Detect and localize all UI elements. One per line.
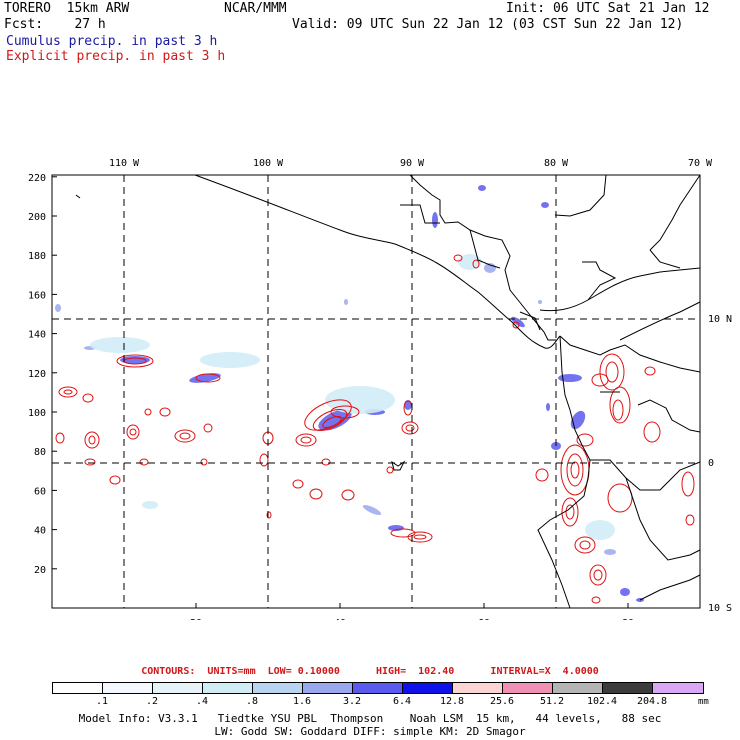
legend-label: 25.6 <box>489 696 515 707</box>
explicit-precip-contours <box>55 254 695 604</box>
lon-label-110w: 110 W <box>109 158 140 169</box>
legend-label: .4 <box>195 696 209 707</box>
legend-label: 51.2 <box>539 696 565 707</box>
y-tick-label: 180 <box>28 251 46 262</box>
contour-interval: INTERVAL=X 4.0000 <box>490 666 599 677</box>
legend-swatch <box>303 683 353 693</box>
y-tick-label: 80 <box>34 447 46 458</box>
legend-label: 204.8 <box>636 696 668 707</box>
y-tick-label: 60 <box>34 486 46 497</box>
legend-swatch <box>103 683 153 693</box>
y-tick-label: 160 <box>28 290 46 301</box>
model-info-line1: Model Info: V3.3.1 Tiedtke YSU PBL Thomp… <box>78 712 662 725</box>
legend-swatch <box>453 683 503 693</box>
legend-swatch <box>603 683 653 693</box>
model-info-line2: LW: Godd SW: Goddard DIFF: simple KM: 2D… <box>214 725 526 738</box>
precip-color-legend <box>52 682 704 694</box>
x-tick-label: 80 <box>622 618 634 620</box>
cumulus-precip-areas <box>55 185 644 602</box>
contour-info: CONTOURS: UNITS=mm LOW= 0.10000 HIGH= 10… <box>0 666 740 677</box>
legend-swatch <box>253 683 303 693</box>
contour-low: LOW= 0.10000 <box>267 666 340 677</box>
y-tick-label: 120 <box>28 369 46 380</box>
lon-label-90w: 90 W <box>400 158 425 169</box>
graticule <box>52 175 700 608</box>
legend-swatch <box>53 683 103 693</box>
y-tick-label: 100 <box>28 408 46 419</box>
field-explicit-label: Explicit precip. in past 3 h <box>6 49 226 64</box>
legend-label: .2 <box>145 696 159 707</box>
legend-swatch <box>653 683 703 693</box>
lat-label-10s: 10 S <box>708 603 732 614</box>
y-tick-label: 20 <box>34 565 46 576</box>
contour-units: UNITS=mm <box>207 666 256 677</box>
y-tick-label: 40 <box>34 526 46 537</box>
y-tick-label: 140 <box>28 330 46 341</box>
legend-label: 1.6 <box>292 696 312 707</box>
forecast-hour: Fcst: 27 h <box>4 17 106 32</box>
legend-swatch <box>203 683 253 693</box>
valid-time: Valid: 09 UTC Sun 22 Jan 12 (03 CST Sun … <box>292 17 684 32</box>
contour-prefix: CONTOURS: <box>141 666 196 677</box>
y-tick-label: 200 <box>28 212 46 223</box>
legend-swatch <box>153 683 203 693</box>
init-time: Init: 06 UTC Sat 21 Jan 12 <box>506 1 710 16</box>
lat-label-0: 0 <box>708 458 714 469</box>
precip-map: 110 W 100 W 90 W 80 W 70 W 10 N 0 10 S 2… <box>28 158 732 620</box>
lon-label-80w: 80 W <box>544 158 569 169</box>
center-label: NCAR/MMM <box>224 1 287 16</box>
contour-high: HIGH= 102.40 <box>376 666 455 677</box>
legend-unit: mm <box>698 697 709 707</box>
x-tick-label: 20 <box>190 618 202 620</box>
lon-label-70w: 70 W <box>688 158 713 169</box>
legend-swatch <box>353 683 403 693</box>
lat-label-10n: 10 N <box>708 314 732 325</box>
y-tick-label: 220 <box>28 173 46 184</box>
legend-swatch <box>553 683 603 693</box>
legend-label: 6.4 <box>392 696 412 707</box>
light-precip-areas <box>90 254 615 540</box>
field-cumulus-label: Cumulus precip. in past 3 h <box>6 34 218 49</box>
x-axis-ticks: 2040608010012014016018020022024026028030… <box>190 603 634 620</box>
legend-label: 3.2 <box>342 696 362 707</box>
y-axis-ticks: 20 40 60 80 100 120 140 160 180 200 220 <box>28 173 57 576</box>
legend-swatch <box>403 683 453 693</box>
x-tick-label: 40 <box>334 618 346 620</box>
legend-label: .1 <box>95 696 109 707</box>
legend-label: 12.8 <box>439 696 465 707</box>
x-tick-label: 60 <box>478 618 490 620</box>
lon-label-100w: 100 W <box>253 158 284 169</box>
legend-label: .8 <box>245 696 259 707</box>
legend-swatch <box>503 683 553 693</box>
coastlines <box>75 174 701 609</box>
model-title: TORERO 15km ARW <box>4 1 130 16</box>
legend-label: 102.4 <box>586 696 618 707</box>
